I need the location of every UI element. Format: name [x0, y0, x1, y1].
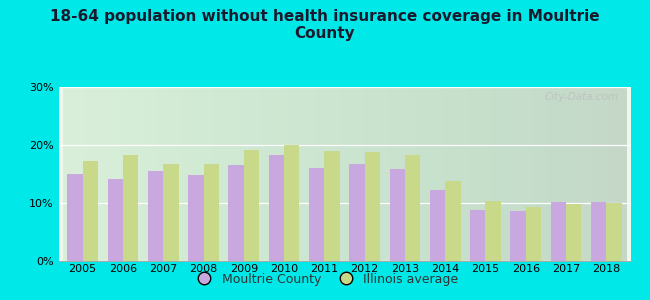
Bar	[284, 145, 300, 261]
Bar	[551, 202, 566, 261]
Bar	[123, 155, 138, 261]
Bar	[108, 178, 123, 261]
Legend: Moultrie County, Illinois average: Moultrie County, Illinois average	[187, 268, 463, 291]
Bar	[244, 150, 259, 261]
Bar	[349, 164, 365, 261]
Bar	[148, 171, 163, 261]
Bar	[445, 181, 460, 261]
Bar	[526, 207, 541, 261]
Bar	[203, 164, 219, 261]
Bar	[163, 164, 179, 261]
Bar	[324, 151, 340, 261]
Bar	[83, 161, 98, 261]
Bar	[566, 204, 581, 261]
Bar	[510, 211, 526, 261]
Bar	[229, 165, 244, 261]
Bar	[68, 174, 83, 261]
Text: City-Data.com: City-Data.com	[545, 92, 619, 102]
Bar	[268, 155, 284, 261]
Bar	[309, 168, 324, 261]
Bar	[405, 155, 421, 261]
Bar	[430, 190, 445, 261]
Bar	[389, 169, 405, 261]
Bar	[606, 203, 621, 261]
Bar	[591, 202, 606, 261]
Bar	[188, 175, 203, 261]
Bar	[486, 201, 500, 261]
Bar	[365, 152, 380, 261]
Text: 18-64 population without health insurance coverage in Moultrie
County: 18-64 population without health insuranc…	[50, 9, 600, 41]
Bar	[470, 210, 486, 261]
